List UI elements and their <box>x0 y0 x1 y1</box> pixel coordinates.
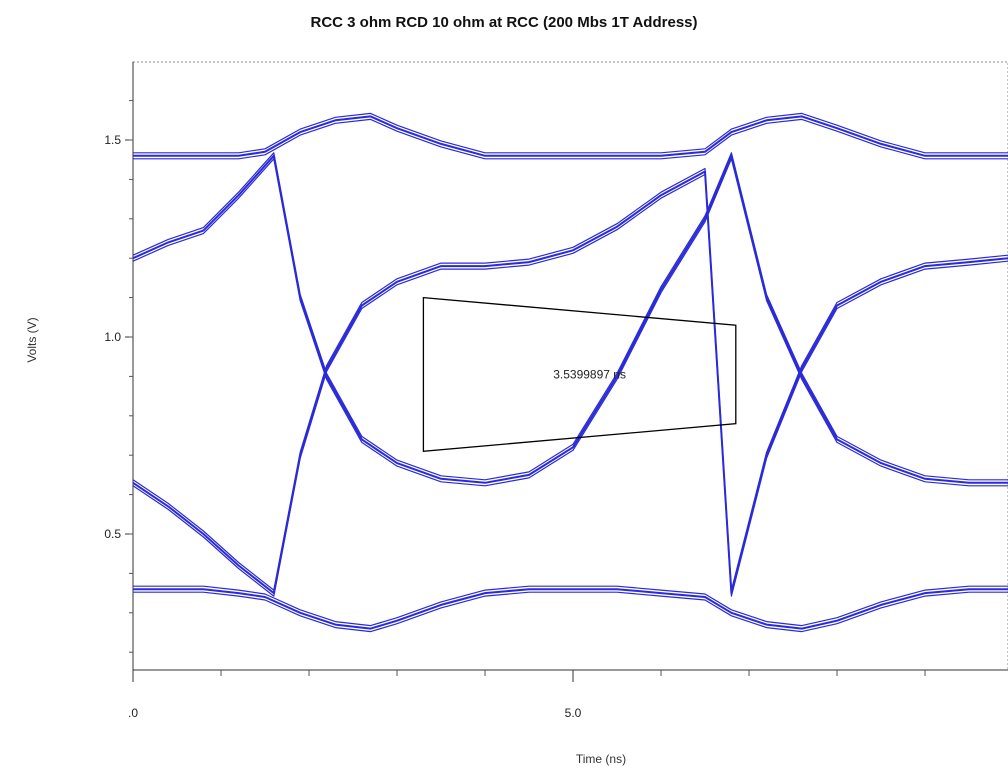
series-1-trace-1 <box>133 588 1008 630</box>
y-tick-label-1: 1.0 <box>104 330 121 344</box>
ticks-layer: 0.5 1.0 1.5 .0 5.0 <box>104 100 926 720</box>
series-3-trace-1 <box>132 170 1008 595</box>
y-tick-label-0: 0.5 <box>104 527 121 541</box>
series-2-trace-1 <box>132 154 1008 484</box>
x-tick-label-0: .0 <box>128 706 138 720</box>
series-0-trace-1 <box>133 115 1008 157</box>
series-2-trace-2 <box>132 158 1008 487</box>
x-tick-label-1: 5.0 <box>565 706 582 720</box>
series-3-trace-2 <box>132 173 1008 597</box>
chart-title: RCC 3 ohm RCD 10 ohm at RCC (200 Mbs 1T … <box>310 14 698 31</box>
y-axis-label: Volts (V) <box>25 317 39 362</box>
annotation-layer: 3.5399897 ns <box>422 296 737 453</box>
series-0-trace-2 <box>133 118 1008 160</box>
series-3-trace-0 <box>132 167 1008 591</box>
y-tick-label-2: 1.5 <box>104 133 121 147</box>
series-layer <box>132 112 1008 633</box>
eye-width-label: 3.5399897 ns <box>553 367 626 381</box>
series-1-trace-2 <box>133 591 1008 633</box>
eye-opening-marker <box>422 296 737 453</box>
x-axis-label: Time (ns) <box>576 752 626 766</box>
series-0-trace-0 <box>133 112 1008 154</box>
series-2-trace-0 <box>132 152 1008 481</box>
series-1-trace-0 <box>133 585 1008 627</box>
